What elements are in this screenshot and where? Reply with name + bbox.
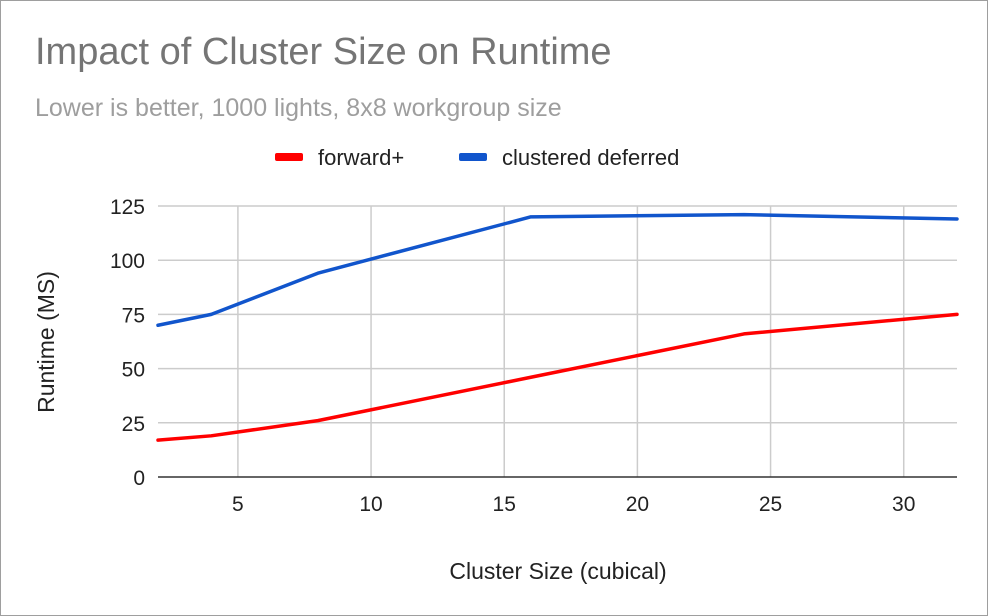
x-tick-label-20: 20 xyxy=(626,493,649,516)
y-tick-label-25: 25 xyxy=(122,413,145,436)
y-tick-label-75: 75 xyxy=(122,304,145,327)
series-line-forward xyxy=(156,312,959,442)
chart-subtitle: Lower is better, 1000 lights, 8x8 workgr… xyxy=(35,94,562,122)
y-tick-label-100: 100 xyxy=(110,250,145,273)
y-tick-label-0: 0 xyxy=(133,467,145,490)
legend-swatch-clustered-deferred xyxy=(459,153,487,161)
series-lines xyxy=(156,212,959,442)
axes: 0 25 50 75 100 125 5 10 15 20 25 30 xyxy=(110,196,957,516)
chart-title: Impact of Cluster Size on Runtime xyxy=(35,31,612,73)
gridlines xyxy=(158,205,957,477)
x-tick-label-10: 10 xyxy=(359,493,382,516)
series-line-clustered-deferred xyxy=(156,212,959,327)
legend-swatch-forward xyxy=(275,153,303,161)
legend-label-clustered-deferred: clustered deferred xyxy=(502,145,679,170)
x-tick-label-15: 15 xyxy=(493,493,516,516)
x-tick-label-25: 25 xyxy=(759,493,782,516)
legend-label-forward: forward+ xyxy=(318,145,404,170)
x-tick-label-30: 30 xyxy=(892,493,915,516)
legend: forward+ clustered deferred xyxy=(275,145,679,170)
x-tick-label-5: 5 xyxy=(232,493,244,516)
y-tick-label-50: 50 xyxy=(122,359,145,382)
x-axis-label: Cluster Size (cubical) xyxy=(449,558,666,584)
y-tick-label-125: 125 xyxy=(110,196,145,219)
y-axis-label: Runtime (MS) xyxy=(33,271,59,413)
